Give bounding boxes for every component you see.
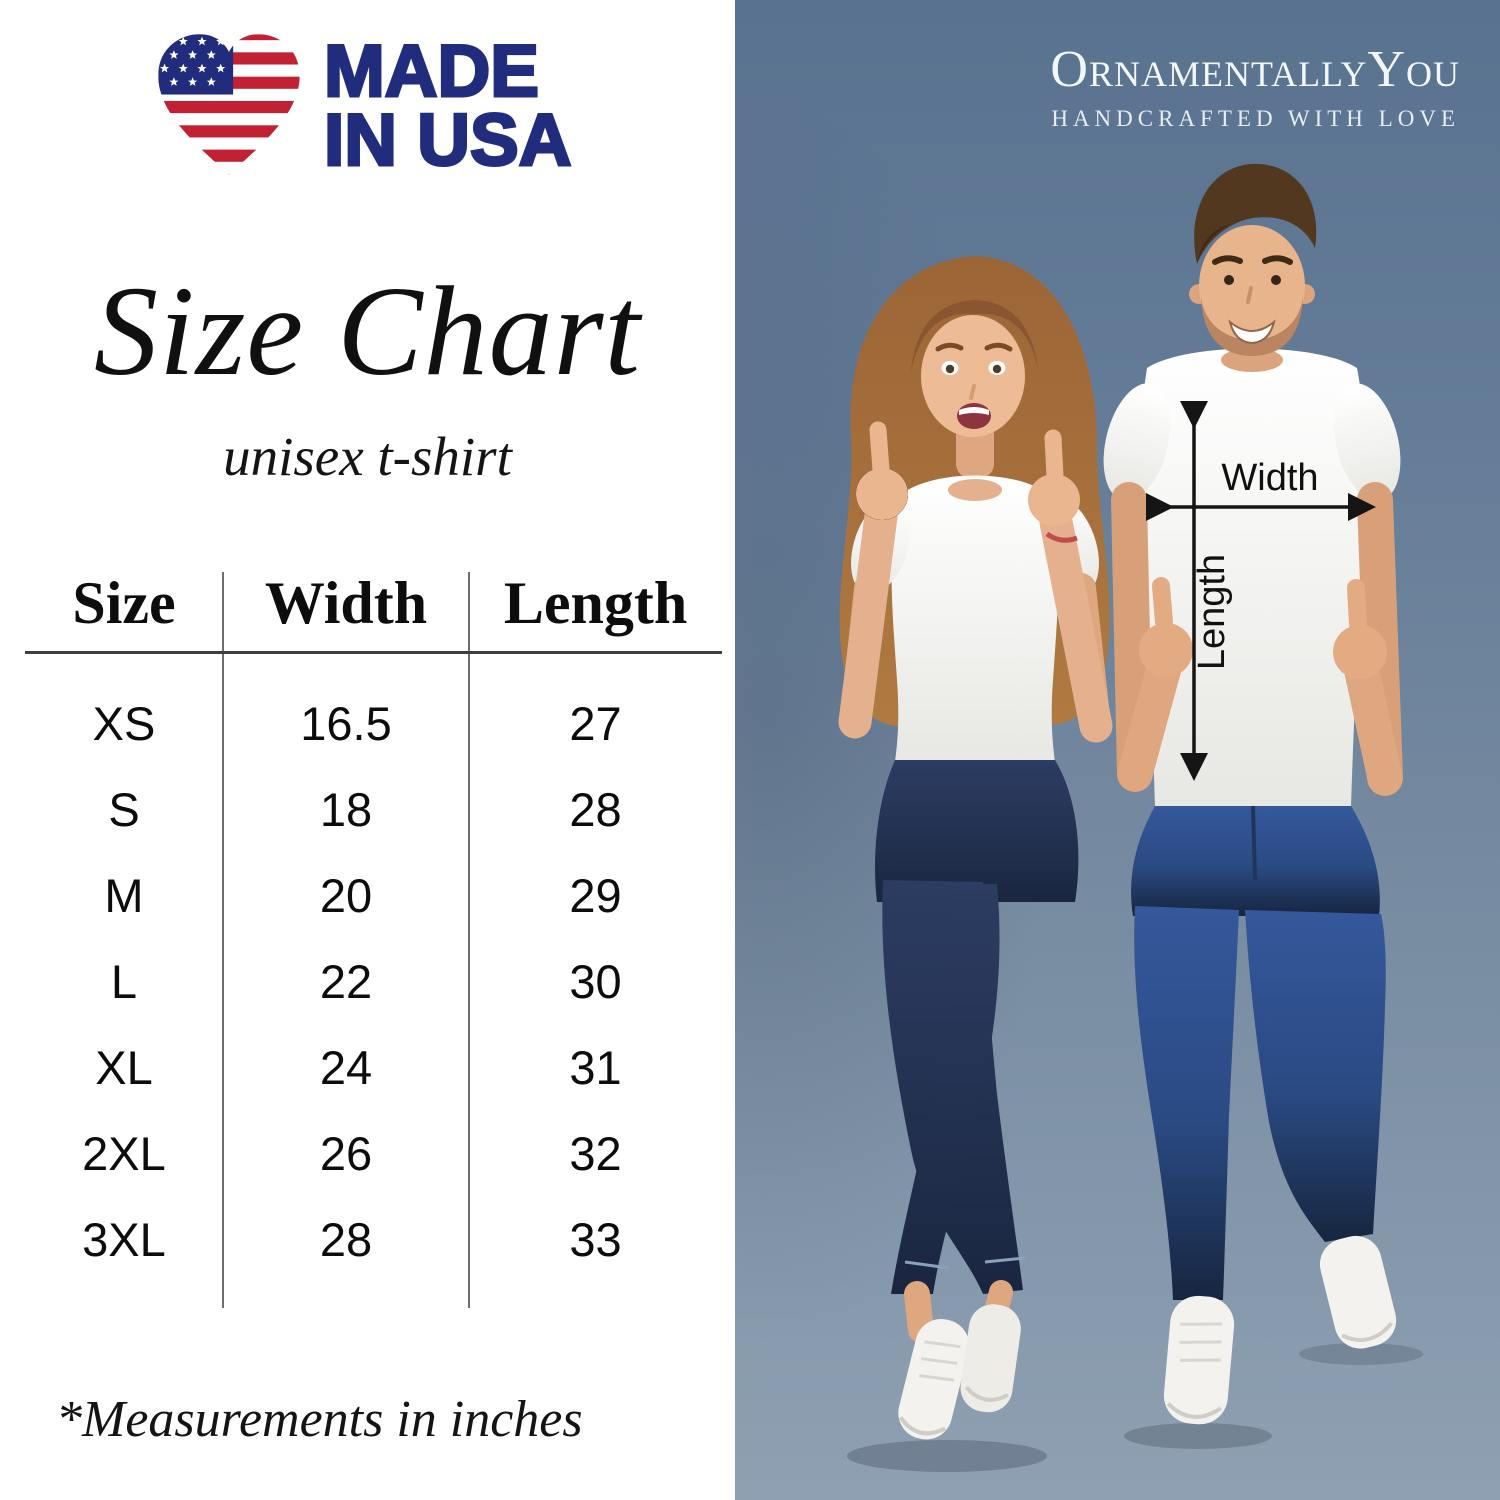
table-cell: 24 (319, 1040, 373, 1094)
size-table-body: XS 16.5 27 S 18 28 M 20 29 L 22 30 XL 24 31 2XL 26 32 3XL 2… (25, 680, 722, 1282)
table-cell: 18 (319, 782, 373, 836)
table-cell: 28 (569, 782, 622, 836)
badge-line2: IN USA (322, 100, 572, 181)
table-row: XS 16.5 27 (25, 680, 722, 766)
man-sneakers (1163, 1295, 1235, 1425)
table-cell: XS (92, 696, 156, 750)
table-cell: 27 (569, 696, 622, 750)
table-cell: 26 (319, 1126, 373, 1180)
table-cell: 20 (319, 868, 373, 922)
table-row: 2XL 26 32 (25, 1110, 722, 1196)
measurement-diagram: Width Length (1146, 401, 1376, 781)
header-width: Width (264, 569, 428, 636)
table-row: XL 24 31 (25, 1024, 722, 1110)
page-subtitle: unisex t-shirt (223, 426, 512, 487)
table-cell: S (108, 782, 140, 836)
badge-text: MADE IN USA (322, 31, 572, 181)
size-table-header: Size Width Length (25, 558, 722, 648)
table-cell: XL (95, 1040, 153, 1094)
brand-tagline: HANDCRAFTED WITH LOVE (1051, 106, 1460, 131)
table-cell: 2XL (82, 1126, 166, 1180)
table-cell: M (104, 868, 144, 922)
woman-figure (838, 256, 1113, 1440)
table-cell: 22 (319, 954, 373, 1008)
table-cell: 3XL (82, 1212, 166, 1266)
table-cell: 28 (319, 1212, 373, 1266)
width-label: Width (1221, 457, 1318, 499)
table-cell: L (110, 954, 138, 1008)
table-divider-2 (468, 572, 470, 1308)
badge-line1: MADE (322, 31, 540, 113)
table-row: M 20 29 (25, 852, 722, 938)
table-row: 3XL 28 33 (25, 1196, 722, 1282)
table-cell: 33 (569, 1212, 622, 1266)
woman-sneakers (898, 1319, 970, 1440)
table-divider-1 (222, 572, 224, 1308)
table-cell: 32 (569, 1126, 622, 1180)
usa-flag-heart-icon (158, 34, 300, 175)
brand-logo: OrnamentallyYou (1050, 41, 1460, 98)
header-size: Size (72, 569, 176, 636)
page-title: Size Chart (94, 260, 641, 402)
table-cell: 30 (569, 954, 622, 1008)
brand-block: OrnamentallyYou HANDCRAFTED WITH LOVE (1050, 44, 1460, 132)
info-panel: MADE IN USA Size Chart unisex t-shirt Si… (0, 0, 735, 1500)
man-figure (1103, 163, 1403, 1425)
table-row: S 18 28 (25, 766, 722, 852)
table-cell: 31 (569, 1040, 622, 1094)
floor-shadows (847, 1343, 1423, 1472)
table-header-rule (25, 651, 722, 654)
table-cell: 29 (569, 868, 622, 922)
table-cell: 16.5 (300, 696, 392, 750)
table-row: L 22 30 (25, 938, 722, 1024)
made-in-usa-badge: MADE IN USA (150, 28, 573, 186)
photo-panel: Width Length OrnamentallyYou HANDCRAFTED… (735, 0, 1500, 1500)
header-length: Length (503, 569, 688, 636)
length-label: Length (1191, 554, 1233, 670)
measurements-footnote: *Measurements in inches (56, 1391, 583, 1448)
couple-illustration: Width Length (838, 163, 1423, 1472)
